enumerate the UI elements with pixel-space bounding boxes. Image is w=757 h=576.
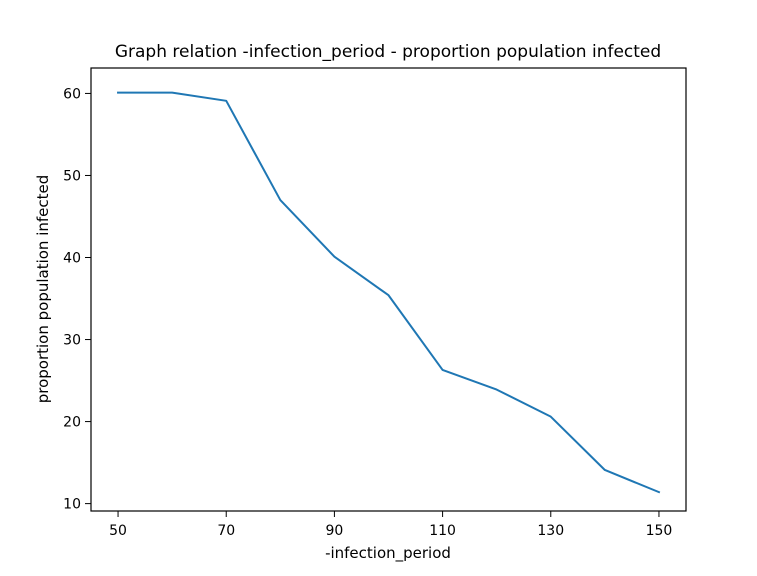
x-tick-label: 130 xyxy=(537,523,564,539)
y-tick-label: 60 xyxy=(63,86,81,102)
y-tick-label: 10 xyxy=(63,497,81,513)
y-tick-label: 50 xyxy=(63,168,81,184)
axes-frame xyxy=(90,67,687,512)
x-tick-label: 90 xyxy=(325,523,343,539)
y-tick-label: 40 xyxy=(63,251,81,267)
series-line xyxy=(117,91,661,494)
x-tick-label: 50 xyxy=(109,523,127,539)
chart-title: Graph relation -infection_period - propo… xyxy=(115,42,661,62)
x-tick-label: 110 xyxy=(429,523,456,539)
y-tick-label: 30 xyxy=(63,333,81,349)
y-tick-label: 20 xyxy=(63,415,81,431)
x-axis-label: -infection_period xyxy=(325,544,451,563)
y-axis: 10 20 30 40 50 60 xyxy=(63,86,91,513)
x-tick-label: 150 xyxy=(646,523,673,539)
y-axis-label: proportion population infected xyxy=(34,175,52,404)
plot-area xyxy=(117,91,661,494)
x-tick-label: 70 xyxy=(217,523,235,539)
x-axis: 50 70 90 110 130 150 xyxy=(109,511,672,539)
